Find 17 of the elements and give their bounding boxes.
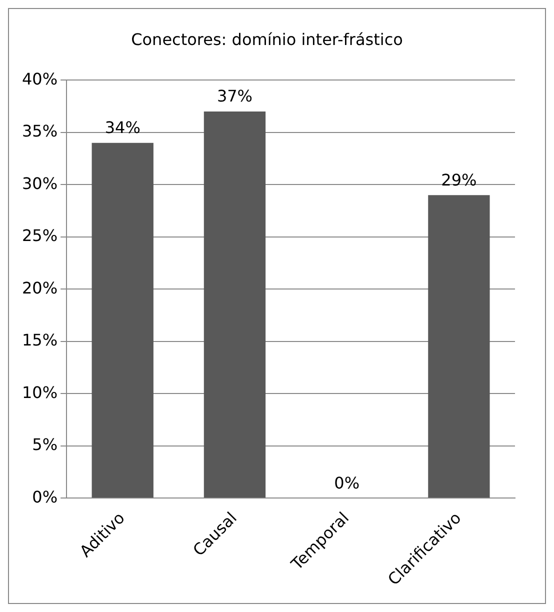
bar xyxy=(204,112,266,498)
bar xyxy=(92,142,154,498)
data-label: 34% xyxy=(104,118,140,138)
y-tick-label: 35% xyxy=(22,122,58,141)
data-label: 0% xyxy=(334,473,360,492)
chart-title: Conectores: domínio inter-frástico xyxy=(131,30,403,49)
bar xyxy=(428,195,490,498)
y-tick-label: 40% xyxy=(22,69,58,88)
y-tick-label: 20% xyxy=(22,278,58,298)
y-tick-label: 5% xyxy=(32,435,58,454)
y-tick-label: 0% xyxy=(32,487,58,506)
data-label: 29% xyxy=(441,170,477,190)
data-label: 37% xyxy=(216,86,253,106)
y-tick-label: 30% xyxy=(22,174,58,193)
y-tick-label: 15% xyxy=(22,330,58,350)
y-tick-label: 10% xyxy=(22,382,58,402)
y-tick-label: 25% xyxy=(22,226,58,246)
